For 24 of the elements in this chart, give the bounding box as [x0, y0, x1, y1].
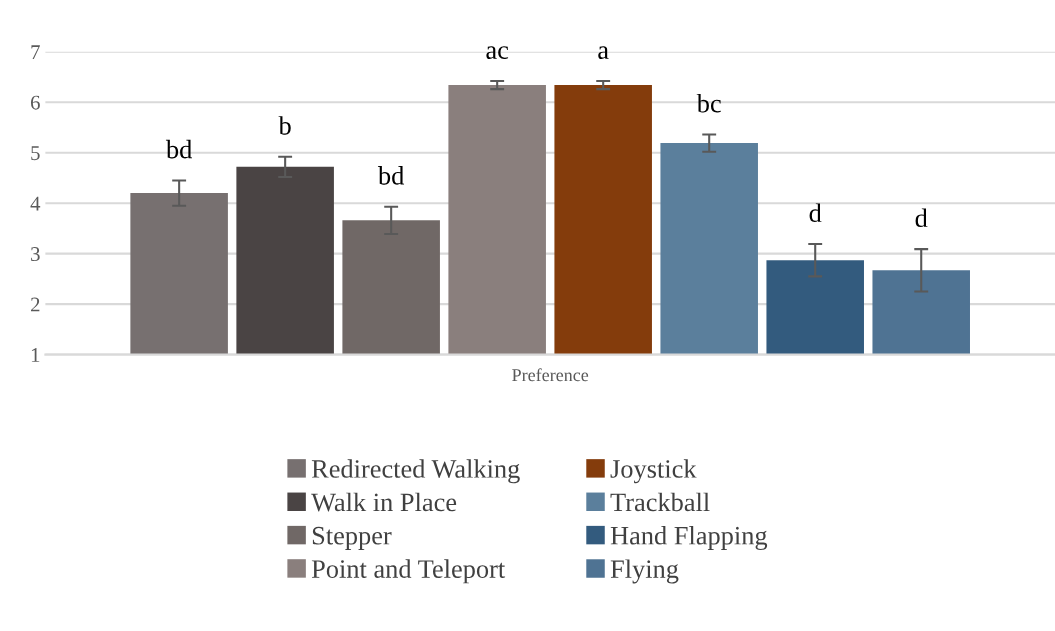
y-tick-label: 5 — [31, 146, 40, 161]
legend-label: Hand Flapping — [610, 526, 768, 551]
annotation: bd — [377, 166, 405, 185]
legend-label: Point and Teleport — [311, 559, 506, 584]
y-tick-label: 6 — [30, 95, 40, 110]
annotation: d — [915, 208, 928, 228]
legend-label: Flying — [610, 559, 679, 584]
y-tick-label: 4 — [30, 196, 41, 211]
annotation: bc — [696, 93, 721, 113]
y-tick-label: 2 — [31, 297, 40, 312]
y-tick-label: 1 — [31, 348, 40, 362]
legend-label: Joystick — [610, 459, 697, 484]
annotation: a — [598, 46, 609, 59]
annotation: ac — [486, 46, 509, 59]
y-tick-label: 3 — [31, 247, 40, 262]
y-tick-label: 7 — [31, 45, 40, 59]
legend-label: Trackball — [610, 492, 710, 512]
legend-label: Redirected Walking — [311, 459, 520, 484]
legend-label: Walk in Place — [311, 492, 457, 512]
annotation: b — [278, 116, 291, 135]
x-tick-label: Preference — [512, 368, 589, 382]
annotation: bd — [165, 139, 193, 159]
annotation: d — [809, 203, 822, 223]
legend-label: Stepper — [312, 526, 392, 550]
